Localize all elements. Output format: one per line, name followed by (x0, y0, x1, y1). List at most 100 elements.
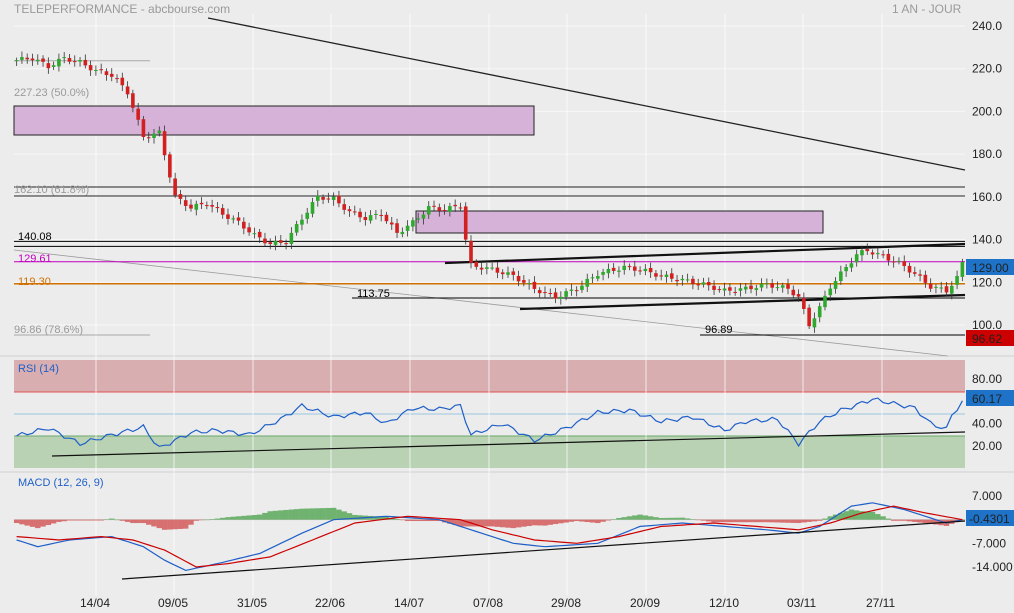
macd-histogram-bar (579, 519, 585, 522)
candle (400, 231, 405, 235)
candle (146, 137, 151, 139)
resistance-zone-upper (13, 105, 535, 136)
macd-histogram-bar (568, 519, 575, 522)
macd-histogram-bar (901, 519, 907, 521)
candle (696, 284, 700, 286)
candle (426, 206, 431, 215)
macd-histogram-bar (890, 519, 897, 521)
candle (860, 250, 864, 256)
macd-histogram-bar (457, 519, 464, 527)
candle (585, 278, 590, 287)
candle (569, 289, 574, 291)
candle (516, 275, 521, 282)
candle (511, 271, 516, 275)
macd-histogram-bar (431, 519, 437, 522)
candle (62, 57, 66, 59)
macd-histogram-bar (531, 519, 538, 526)
macd-histogram-bar (330, 507, 337, 520)
candle (902, 261, 907, 266)
candle (35, 59, 40, 62)
macd-histogram-bar (404, 519, 411, 522)
candle (125, 86, 130, 95)
downtrend-line (207, 17, 966, 171)
x-tick-label: 20/09 (630, 596, 660, 610)
macd-histogram-bar (484, 519, 490, 527)
macd-y-tick-label: -14.000 (972, 560, 1013, 574)
candle (865, 248, 870, 252)
macd-histogram-bar (589, 519, 596, 523)
candle (279, 240, 283, 243)
candle (300, 219, 304, 225)
candle (802, 297, 806, 309)
rsi-title: RSI (14) (18, 363, 59, 375)
y-tick-label: 180.0 (972, 147, 1002, 161)
fib-slope-line (13, 249, 949, 357)
candle (648, 268, 653, 273)
candle (590, 277, 595, 279)
macd-histogram-bar (642, 515, 649, 520)
candle (268, 242, 273, 245)
x-tick-label: 27/11 (866, 596, 895, 610)
macd-histogram-bar (922, 519, 929, 524)
channel-bottom-line (519, 293, 966, 311)
macd-histogram-bar (256, 514, 263, 520)
candle (580, 285, 584, 290)
rsi-y-tick-label: 80.00 (972, 372, 1002, 386)
x-tick-label: 12/10 (709, 596, 739, 610)
macd-histogram-bar (600, 519, 606, 522)
macd-histogram-bar (917, 519, 923, 523)
macd-histogram-bar (647, 516, 654, 520)
fib-label-618: 162.10 (61.8%) (14, 184, 89, 196)
candle (358, 211, 362, 218)
candle (463, 206, 468, 240)
macd-histogram-bar (325, 507, 332, 520)
macd-histogram-bar (727, 519, 733, 523)
candle (913, 272, 917, 274)
candle (717, 289, 722, 291)
candle (104, 71, 109, 76)
macd-histogram-bar (653, 517, 659, 520)
candle (474, 261, 479, 267)
macd-histogram-bar (135, 519, 141, 524)
rsi-trendline (51, 431, 966, 457)
macd-histogram-bar (198, 519, 205, 521)
candle (828, 288, 833, 296)
candle (817, 306, 822, 318)
candle (537, 290, 542, 294)
macd-histogram-bar (510, 519, 516, 529)
candle (183, 200, 188, 206)
candle (199, 202, 204, 205)
macd-histogram-bar (843, 511, 849, 520)
y-tick-label: 120.0 (972, 275, 1002, 289)
macd-histogram-bar (56, 519, 62, 522)
macd-histogram-bar (426, 519, 432, 522)
macd-histogram-bar (637, 514, 643, 520)
macd-histogram-bar (505, 519, 511, 528)
macd-histogram-bar (172, 519, 178, 530)
candle (632, 266, 637, 271)
candle (559, 296, 563, 299)
candle (109, 73, 114, 77)
candle (51, 65, 56, 67)
level-label-96: 96.89 (705, 324, 733, 336)
macd-histogram-bar (896, 519, 902, 521)
candle (405, 225, 410, 231)
macd-trendline (121, 520, 966, 580)
stock-name: TELEPERFORMANCE (14, 2, 138, 16)
candle (72, 61, 77, 63)
candle (759, 283, 764, 288)
candle (368, 215, 373, 221)
macd-histogram-bar (183, 519, 189, 529)
macd-histogram-bar (262, 512, 268, 520)
candle (654, 273, 658, 277)
macd-histogram-bar (758, 519, 765, 523)
candle (490, 267, 494, 269)
rsi-y-tick-label: 40.00 (972, 417, 1002, 431)
macd-histogram-bar (315, 508, 321, 520)
macd-histogram-bar (478, 519, 485, 527)
candle (162, 131, 167, 156)
candle (780, 285, 785, 288)
macd-histogram-bar (679, 517, 686, 520)
macd-histogram-bar (272, 510, 279, 520)
macd-histogram-bar (875, 514, 881, 520)
